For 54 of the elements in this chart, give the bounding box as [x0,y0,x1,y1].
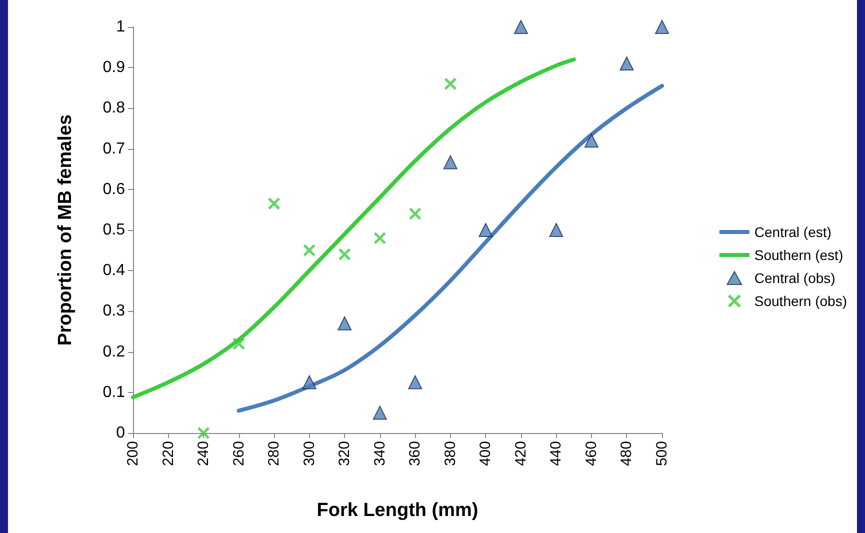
x-axis-title: Fork Length (mm) [316,500,478,521]
y-axis-title: Proportion of MB females [55,114,76,346]
point [584,134,598,148]
legend-label: Southern (est) [754,247,844,263]
point [302,375,316,390]
point [232,338,245,350]
legend-label: Central (est) [754,224,832,240]
x-tick-label: 480 [618,441,636,466]
y-tick-label: 1 [116,18,126,36]
x-tick-label: 260 [230,441,248,466]
point [338,248,351,260]
x-tick-label: 360 [406,441,424,466]
y-tick-label: 0.6 [102,180,126,198]
x-tick-label: 380 [442,441,459,466]
y-tick-label: 0.2 [102,343,126,360]
y-tick-label: 0.9 [102,59,126,76]
x-tick-label: 200 [124,441,142,466]
x-tick-label: 340 [371,441,388,466]
y-tick-label: 0.4 [102,262,126,280]
y-tick-label: 0.1 [102,384,126,401]
point [268,198,280,210]
x-tick-label: 400 [477,441,494,466]
line-series [131,57,576,400]
y-tick-label: 0.7 [102,140,126,158]
legend-label: Southern (obs) [754,293,848,309]
x-tick-label: 320 [336,441,354,466]
point [338,316,352,330]
y-tick-label: 0.8 [102,100,126,117]
x-tick-label: 440 [548,441,565,466]
x-tick-label: 460 [582,441,600,466]
point [372,406,387,420]
point [409,208,422,220]
point [198,427,210,439]
point [374,232,386,244]
point [655,20,669,34]
y-tick-label: 0.3 [102,302,126,320]
point [514,20,528,34]
point [303,244,316,256]
x-tick-label: 240 [195,441,212,466]
legend-label: Central (obs) [754,270,836,286]
x-tick-label: 420 [512,441,530,466]
y-tick-label: 0.5 [102,222,126,238]
x-tick-label: 300 [300,441,318,466]
line-series [236,84,664,413]
point [478,223,493,237]
x-tick-label: 280 [266,441,283,466]
x-tick-label: 220 [160,441,177,466]
point [620,56,634,71]
y-tick-label: 0 [116,424,126,442]
point [549,223,564,237]
x-tick-label: 500 [654,441,670,466]
point [408,375,422,390]
point [444,78,456,90]
point [443,155,458,170]
